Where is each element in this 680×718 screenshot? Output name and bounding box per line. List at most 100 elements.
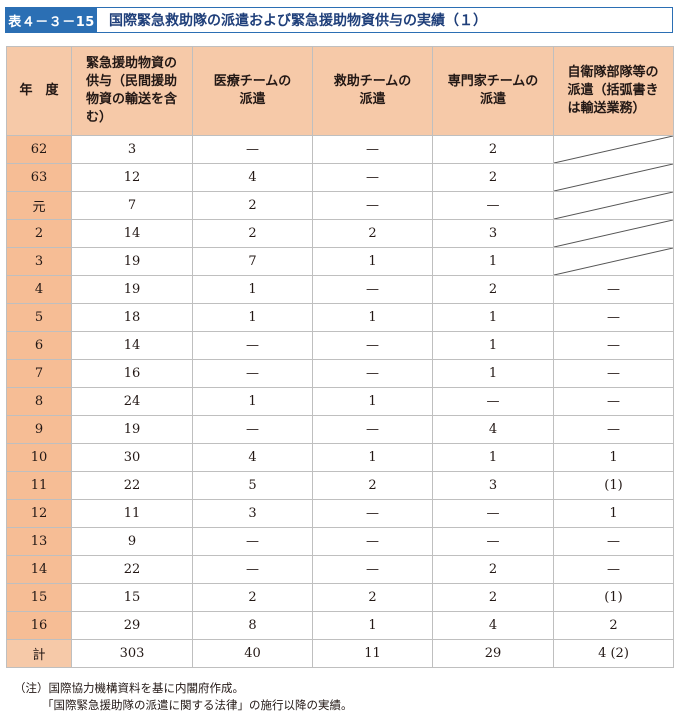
header-row: 年 度 緊急援助物資の供与（民間援助物資の輸送を含む） 医療チームの派遣 救助チ… — [6, 46, 674, 136]
sdf-cell: — — [553, 275, 674, 304]
supply-cell: 29 — [71, 611, 193, 640]
year-cell: 13 — [6, 527, 72, 556]
table-row: 元 7 2— — — [6, 191, 674, 220]
sdf-cell: (1) — [553, 471, 674, 500]
table-row: 12 11 3— —1 — [6, 499, 674, 528]
column-header-expert: 専門家チームの派遣 — [432, 46, 554, 136]
expert-cell: 3 — [432, 471, 554, 500]
medical-cell: 2 — [192, 191, 313, 220]
medical-cell: 8 — [192, 611, 313, 640]
expert-cell: — — [432, 499, 554, 528]
medical-cell: — — [192, 555, 313, 584]
rescue-cell: — — [312, 415, 433, 444]
table-row: 8 24 1 1— — — [6, 387, 674, 416]
medical-cell: — — [192, 135, 313, 164]
table-row: 9 19— —4— — [6, 415, 674, 444]
rescue-cell: — — [312, 191, 433, 220]
rescue-cell: — — [312, 499, 433, 528]
total-year-cell: 計 — [6, 639, 72, 668]
medical-cell: 1 — [192, 275, 313, 304]
table-number-label: 表４－３－15 — [6, 8, 97, 32]
expert-cell: 3 — [432, 219, 554, 248]
column-header-medical: 医療チームの派遣 — [192, 46, 313, 136]
supply-cell: 11 — [71, 499, 193, 528]
table-row: 5 18 1 1 1— — [6, 303, 674, 332]
year-cell: 4 — [6, 275, 72, 304]
rescue-cell: 2 — [312, 471, 433, 500]
expert-cell: — — [432, 527, 554, 556]
year-cell: 6 — [6, 331, 72, 360]
expert-cell: 2 — [432, 163, 554, 192]
sdf-cell: — — [553, 415, 674, 444]
diagonal-slash — [554, 220, 673, 247]
rescue-cell: 1 — [312, 443, 433, 472]
expert-cell: 2 — [432, 583, 554, 612]
medical-cell: 2 — [192, 583, 313, 612]
note-line-1: （注）国際協力機構資料を基に内閣府作成。 — [14, 681, 244, 695]
medical-cell: 3 — [192, 499, 313, 528]
medical-cell: — — [192, 527, 313, 556]
expert-cell: 2 — [432, 555, 554, 584]
expert-cell: — — [432, 191, 554, 220]
rescue-cell: 1 — [312, 387, 433, 416]
total-medical-cell: 40 — [192, 639, 313, 668]
year-cell: 元 — [6, 191, 72, 220]
rescue-cell: — — [312, 555, 433, 584]
year-cell: 63 — [6, 163, 72, 192]
year-cell: 16 — [6, 611, 72, 640]
table-title: 国際緊急救助隊の派遣および緊急援助物資供与の実績（１） — [109, 13, 487, 29]
expert-cell: 4 — [432, 415, 554, 444]
rescue-cell: — — [312, 527, 433, 556]
rescue-cell: 2 — [312, 583, 433, 612]
medical-cell: 4 — [192, 443, 313, 472]
table-row: 2 14 2 2 3 — [6, 219, 674, 248]
year-cell: 9 — [6, 415, 72, 444]
table-row: 62 3— —2 — [6, 135, 674, 164]
table-row: 15 15 2 2 2 (1) — [6, 583, 674, 612]
supply-cell: 9 — [71, 527, 193, 556]
rescue-cell: 1 — [312, 247, 433, 276]
table-notes: （注）国際協力機構資料を基に内閣府作成。 「国際緊急援助隊の派遣に関する法律」の… — [14, 680, 353, 714]
expert-cell: — — [432, 387, 554, 416]
medical-cell: — — [192, 331, 313, 360]
table-row: 7 16— —1— — [6, 359, 674, 388]
supply-cell: 19 — [71, 247, 193, 276]
sdf-cell: 2 — [553, 611, 674, 640]
total-row: 計 303 40 11 29 4 (2) — [6, 639, 674, 668]
year-cell: 3 — [6, 247, 72, 276]
supply-cell: 15 — [71, 583, 193, 612]
year-cell: 15 — [6, 583, 72, 612]
column-header-sdf: 自衛隊部隊等の派遣（括弧書きは輸送業務） — [553, 46, 674, 136]
year-cell: 8 — [6, 387, 72, 416]
sdf-cell: 1 — [553, 443, 674, 472]
table-title-bar: 表４－３－15 国際緊急救助隊の派遣および緊急援助物資供与の実績（１） — [5, 7, 673, 33]
note-line-2: 「国際緊急援助隊の派遣に関する法律」の施行以降の実績。 — [42, 698, 353, 712]
supply-cell: 14 — [71, 219, 193, 248]
table-row: 10 30 4 1 1 1 — [6, 443, 674, 472]
rescue-cell: — — [312, 163, 433, 192]
sdf-cell: — — [553, 555, 674, 584]
sdf-cell — [553, 219, 674, 248]
rescue-cell: — — [312, 359, 433, 388]
supply-cell: 3 — [71, 135, 193, 164]
supply-cell: 30 — [71, 443, 193, 472]
medical-cell: 4 — [192, 163, 313, 192]
sdf-cell: — — [553, 387, 674, 416]
expert-cell: 1 — [432, 331, 554, 360]
supply-cell: 22 — [71, 555, 193, 584]
supply-cell: 19 — [71, 275, 193, 304]
diagonal-slash — [554, 136, 673, 163]
supply-cell: 14 — [71, 331, 193, 360]
expert-cell: 1 — [432, 359, 554, 388]
table-row: 14 22— —2— — [6, 555, 674, 584]
year-cell: 2 — [6, 219, 72, 248]
supply-cell: 7 — [71, 191, 193, 220]
year-cell: 10 — [6, 443, 72, 472]
supply-cell: 24 — [71, 387, 193, 416]
supply-cell: 16 — [71, 359, 193, 388]
expert-cell: 4 — [432, 611, 554, 640]
medical-cell: 1 — [192, 303, 313, 332]
expert-cell: 1 — [432, 443, 554, 472]
rescue-cell: 1 — [312, 303, 433, 332]
sdf-cell: — — [553, 527, 674, 556]
